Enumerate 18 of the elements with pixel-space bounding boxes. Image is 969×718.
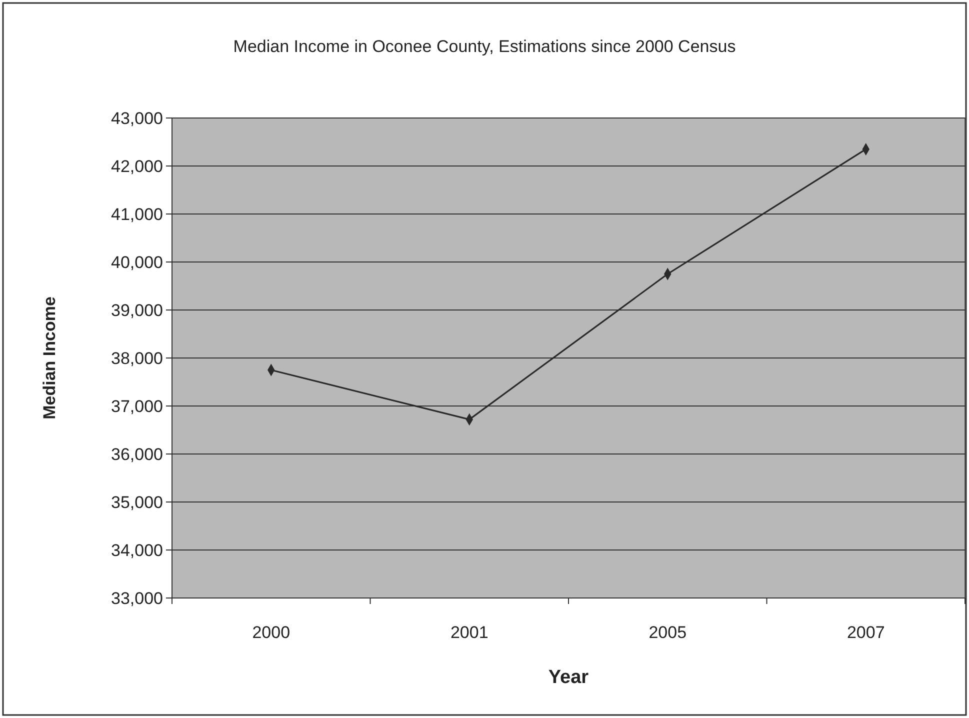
x-tick-label: 2005 (648, 623, 687, 642)
y-tick-label: 43,000 (111, 108, 163, 128)
y-tick-label: 33,000 (111, 588, 163, 608)
x-tick-label: 2000 (252, 623, 290, 642)
chart-title: Median Income in Oconee County, Estimations since 2000 Census (233, 37, 736, 56)
y-tick-label: 37,000 (111, 396, 163, 416)
y-tick-label: 36,000 (111, 444, 163, 464)
y-tick-label: 39,000 (111, 300, 163, 320)
y-tick-label: 38,000 (111, 348, 163, 368)
y-tick-label: 42,000 (111, 156, 163, 176)
x-tick-label: 2001 (450, 623, 488, 642)
y-tick-label: 35,000 (111, 492, 163, 512)
y-tick-label: 34,000 (111, 540, 163, 560)
y-tick-label: 40,000 (111, 252, 163, 272)
y-tick-label: 41,000 (111, 204, 163, 224)
x-axis-title: Year (548, 667, 590, 688)
x-tick-label: 2007 (846, 623, 885, 642)
y-axis-title: Median Income (40, 296, 59, 420)
